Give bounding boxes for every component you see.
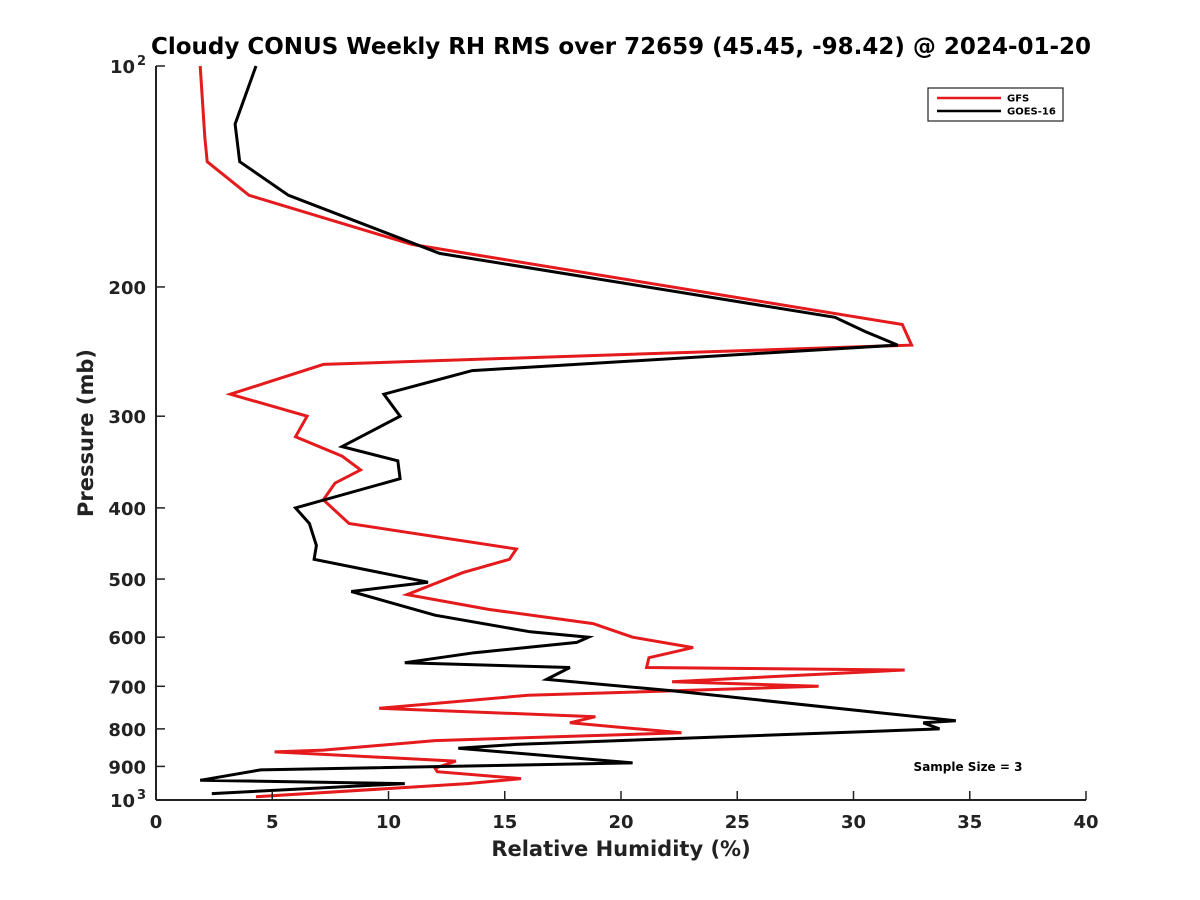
axes-layer: [155, 66, 1086, 801]
y-tick-label: 10: [110, 57, 135, 78]
y-tick-label: 700: [108, 677, 146, 698]
y-tick-label: 500: [108, 570, 146, 591]
legend-label-goes-16: GOES-16: [1007, 107, 1056, 118]
series-line-goes-16: [199, 65, 956, 796]
y-tick-label: 600: [108, 628, 146, 649]
y-tick-exponent: 3: [137, 788, 146, 803]
x-axis-ticks: 0 5 10 15 20 25 30 35 40: [150, 791, 1099, 833]
legend-label-gfs: GFS: [1007, 94, 1029, 105]
legend: GFS GOES-16: [927, 87, 1064, 122]
x-tick-label: 35: [957, 812, 982, 833]
y-tick-label: 300: [108, 407, 146, 428]
y-tick-label: 400: [108, 499, 146, 520]
legend-box: [927, 87, 1064, 122]
x-axis-label: Relative Humidity (%): [491, 837, 750, 861]
x-tick-label: 40: [1073, 812, 1098, 833]
x-tick-label: 0: [150, 812, 163, 833]
sample-size-annotation: Sample Size = 3: [914, 760, 1023, 774]
x-tick-label: 25: [725, 812, 750, 833]
x-tick-label: 30: [841, 812, 866, 833]
x-tick-label: 5: [266, 812, 279, 833]
y-axis-label: Pressure (mb): [74, 349, 98, 517]
y-tick-label: 900: [108, 757, 146, 778]
series-line-gfs: [198, 65, 914, 799]
series-layer: [198, 65, 956, 799]
y-tick-label: 800: [108, 720, 146, 741]
y-tick-label: 10: [110, 791, 135, 812]
x-tick-label: 20: [608, 812, 633, 833]
chart-title: Cloudy CONUS Weekly RH RMS over 72659 (4…: [151, 34, 1091, 60]
plot-area: 0 5 10 15 20 25 30 35 40 10 220030040050060070080…: [108, 54, 1098, 833]
y-tick-exponent: 2: [137, 54, 146, 69]
x-tick-label: 10: [376, 812, 401, 833]
y-tick-label: 200: [108, 278, 146, 299]
x-tick-label: 15: [492, 812, 517, 833]
legend-items: GFS GOES-16: [937, 94, 1056, 118]
